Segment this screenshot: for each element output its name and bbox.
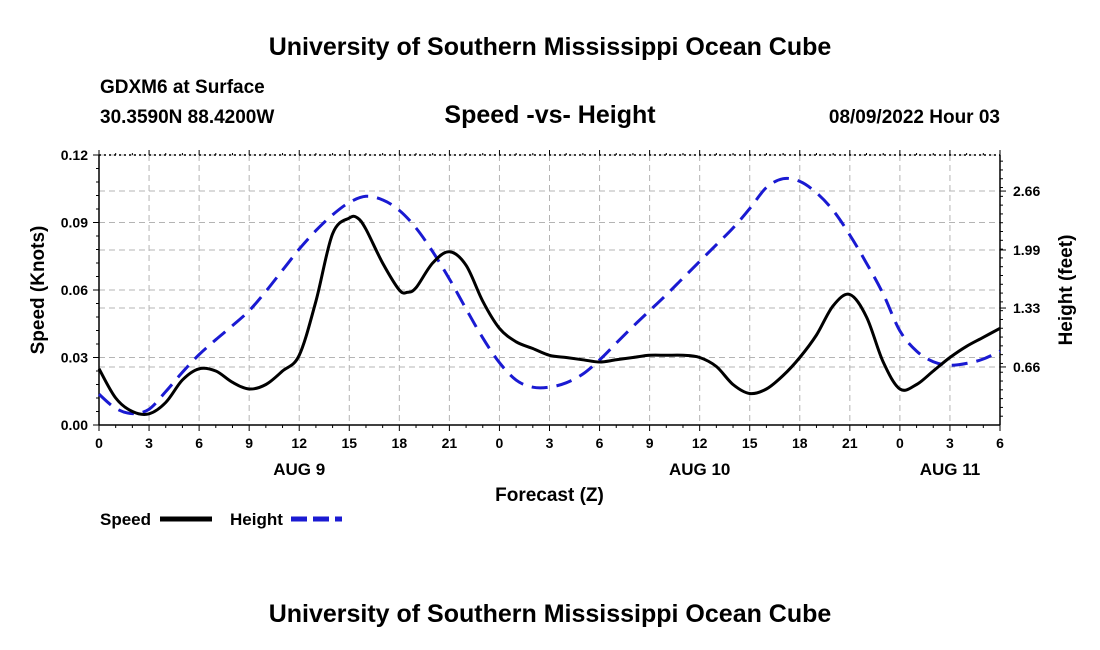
y-tick-label: 0.00 [61, 417, 88, 433]
y-right-tick-label: 0.66 [1013, 359, 1040, 375]
day-label: AUG 11 [920, 460, 980, 479]
speed-series-line [97, 214, 1001, 416]
x-tick-label: 21 [842, 435, 858, 451]
page-title: University of Southern Mississippi Ocean… [268, 33, 832, 61]
x-tick-label: 12 [692, 435, 708, 451]
x-tick-label: 6 [996, 435, 1004, 451]
y-right-tick-label: 1.99 [1013, 242, 1040, 258]
x-tick-label: 3 [546, 435, 554, 451]
forecast-datetime: 08/09/2022 Hour 03 [828, 107, 1000, 128]
day-label: AUG 10 [669, 460, 730, 479]
axes-layer [93, 150, 1006, 431]
x-tick-label: 21 [442, 435, 458, 451]
x-tick-label: 3 [946, 435, 954, 451]
x-tick-label: 0 [95, 435, 103, 451]
x-tick-label: 12 [291, 435, 307, 451]
x-tick-label: 18 [792, 435, 808, 451]
footer-title: University of Southern Mississippi Ocean… [268, 600, 832, 628]
grid-layer [99, 154, 1000, 425]
y-axis-title-right: Height (feet) [1056, 235, 1077, 346]
y-tick-label: 0.03 [61, 350, 88, 366]
labels-layer: 0 3 6 9 12 15 18 21 0 3 6 9 12 15 18 21 0 3 6 0.00 0.03 0.06 0… [28, 147, 1077, 506]
y-tick-label: 0.12 [61, 147, 88, 163]
y-tick-label: 0.09 [61, 215, 88, 231]
x-tick-label: 18 [392, 435, 408, 451]
x-tick-label: 0 [896, 435, 904, 451]
x-tick-label: 15 [341, 435, 357, 451]
x-tick-label: 15 [742, 435, 758, 451]
legend: Speed Height [100, 510, 342, 529]
station-label: GDXM6 at Surface [100, 77, 265, 98]
height-series-line [98, 176, 1001, 416]
x-tick-label: 9 [245, 435, 253, 451]
legend-label-speed: Speed [100, 510, 151, 529]
chart-subtitle: Speed -vs- Height [444, 101, 656, 129]
y-tick-label: 0.06 [61, 282, 88, 298]
y-axis-title-left: Speed (Knots) [28, 226, 49, 355]
y-right-tick-label: 2.66 [1013, 183, 1040, 199]
legend-label-height: Height [230, 510, 283, 529]
x-axis-title: Forecast (Z) [495, 485, 604, 506]
x-tick-label: 6 [596, 435, 604, 451]
x-tick-label: 9 [646, 435, 654, 451]
day-label: AUG 9 [273, 460, 325, 479]
y-right-tick-label: 1.33 [1013, 300, 1040, 316]
x-tick-label: 0 [496, 435, 504, 451]
x-tick-label: 3 [145, 435, 153, 451]
series-layer [97, 176, 1001, 416]
x-tick-label: 6 [195, 435, 203, 451]
station-coordinates: 30.3590N 88.4200W [100, 107, 275, 128]
